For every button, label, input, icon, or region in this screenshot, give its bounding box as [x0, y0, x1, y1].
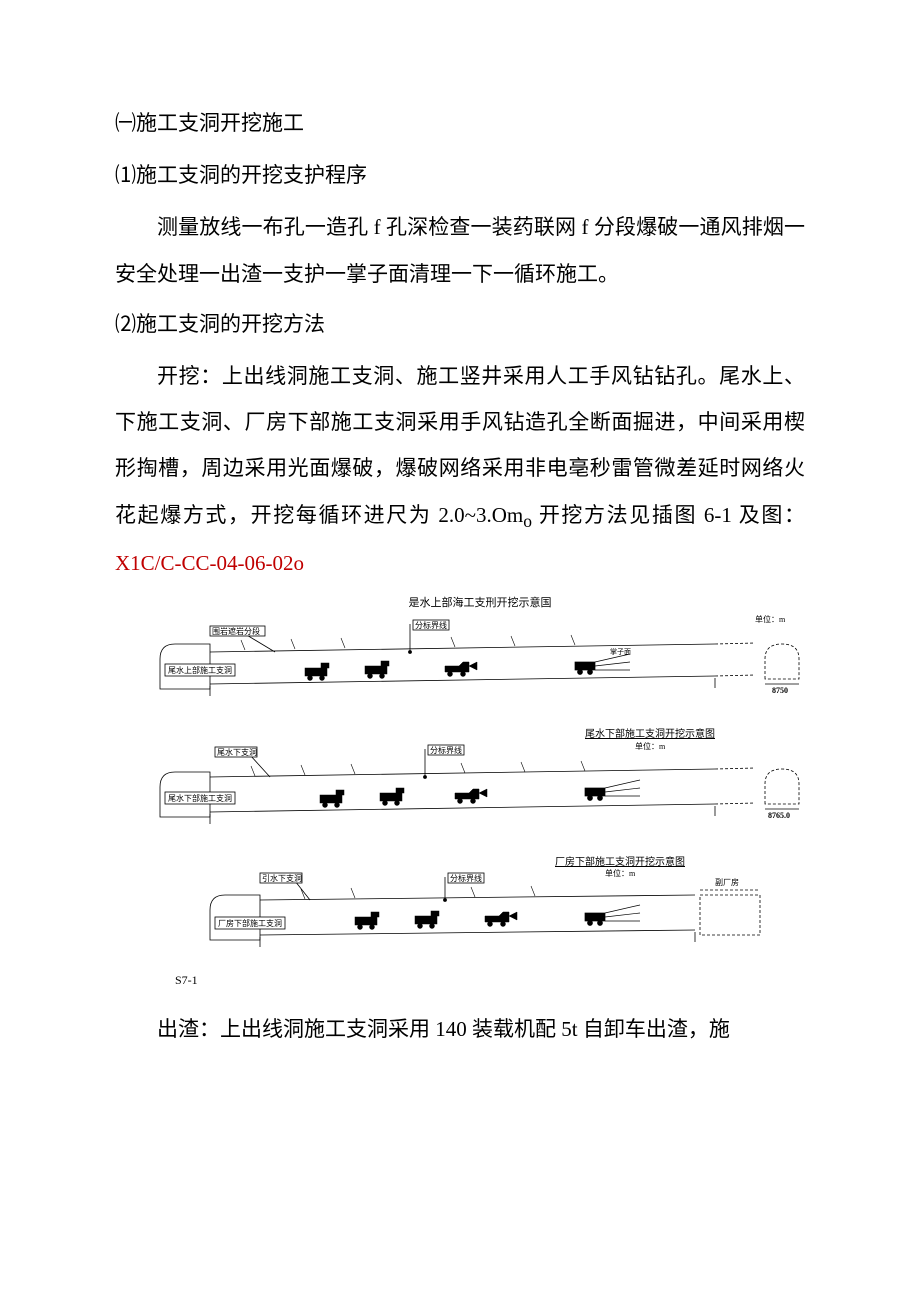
diagram-1-face-label: 掌子面 [610, 647, 631, 656]
diagram-3-boundary-label: 分标界线 [450, 873, 482, 883]
diagram-top-title: 是水上部海工支刑开挖示意国 [155, 594, 805, 610]
figure-caption: S7-1 [175, 973, 805, 988]
diagram-2: 尾水下部施工支洞开挖示意图 单位：m 尾水下部施工支洞 尾水下支洞 分标界线 [155, 727, 805, 837]
method-text-b: 开挖方法见插图 6-1 及图： [539, 503, 805, 527]
diagram-3-unit: 单位：m [605, 868, 636, 878]
diagram-3-title: 厂房下部施工支洞开挖示意图 [555, 855, 685, 868]
drawing-reference-code: X1C/C-CC-04-06-02o [115, 551, 304, 575]
diagram-3-portal-label: 厂房下部施工支洞 [218, 918, 282, 928]
diagram-3: 厂房下部施工支洞开挖示意图 单位：m 厂房下部施工支洞 引水下支洞 分标界线 [155, 855, 805, 955]
diagram-1-boundary-label: 分标界线 [415, 620, 447, 630]
paragraph-method: 开挖：上出线洞施工支洞、施工竖井采用人工手风钻钻孔。尾水上、下施工支洞、厂房下部… [115, 353, 805, 586]
diagram-3-branch-label: 引水下支洞 [262, 873, 302, 883]
diagram-1: 单位：m 尾水上部施工支洞 围岩遮岩分段 分标界线 [155, 614, 805, 709]
diagram-1-section-size: 8750 [772, 686, 788, 695]
diagram-2-section-size: 8765.0 [768, 811, 790, 820]
subheading-2: ⑵施工支洞的开挖方法 [115, 301, 805, 347]
diagram-2-boundary-label: 分标界线 [430, 745, 462, 755]
paragraph-procedure: 测量放线一布孔一造孔 f 孔深检查一装药联网 f 分段爆破一通风排烟一安全处理一… [115, 204, 805, 296]
diagram-1-rock-label: 围岩遮岩分段 [212, 626, 260, 636]
subheading-1: ⑴施工支洞的开挖支护程序 [115, 152, 805, 198]
diagram-3-end-label: 副厂房 [715, 877, 739, 887]
diagram-1-portal-label: 尾水上部施工支洞 [168, 665, 232, 675]
method-sub-o: o [523, 511, 532, 531]
document-page: ㈠施工支洞开挖施工 ⑴施工支洞的开挖支护程序 测量放线一布孔一造孔 f 孔深检查… [0, 0, 920, 1117]
heading-1: ㈠施工支洞开挖施工 [115, 100, 805, 146]
diagram-2-branch-label: 尾水下支洞 [217, 747, 257, 757]
diagram-1-unit: 单位：m [755, 614, 786, 624]
diagram-2-title: 尾水下部施工支洞开挖示意图 [585, 727, 715, 740]
diagram-2-unit: 单位：m [635, 741, 666, 751]
diagram-container: 是水上部海工支刑开挖示意国 单位：m 尾水上部施工支洞 围岩遮岩分段 [155, 594, 805, 955]
diagram-2-portal-label: 尾水下部施工支洞 [168, 793, 232, 803]
paragraph-muck-removal: 出渣：上出线洞施工支洞采用 140 装载机配 5t 自卸车出渣，施 [115, 1006, 805, 1052]
